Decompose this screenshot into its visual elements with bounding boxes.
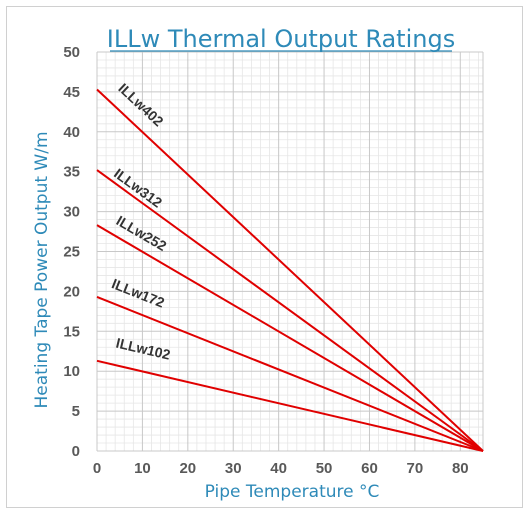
y-tick-labels: 0 5 10 15 20 25 30 35 40 45 50: [63, 44, 80, 460]
series-label: ILLw402: [115, 80, 166, 130]
x-tick-label: 10: [134, 460, 151, 477]
x-tick-label: 0: [93, 460, 101, 477]
y-tick-label: 0: [72, 443, 80, 460]
y-tick-label: 50: [63, 44, 80, 61]
x-tick-label: 60: [361, 460, 378, 477]
major-grid: [96, 51, 484, 452]
series-line: [96, 224, 484, 452]
y-tick-label: 10: [63, 363, 80, 380]
series-lines: [96, 88, 484, 452]
x-tick-label: 70: [407, 460, 424, 477]
series-line: [96, 169, 484, 452]
x-tick-label: 80: [452, 460, 469, 477]
y-axis-label: Heating Tape Power Output W/m: [32, 131, 52, 408]
series-line: [96, 88, 484, 452]
y-tick-label: 30: [63, 204, 80, 221]
y-tick-label: 45: [63, 84, 80, 101]
series-line: [96, 359, 484, 452]
y-tick-label: 5: [72, 403, 80, 420]
y-tick-label: 25: [63, 244, 80, 261]
chart-title: ILLw Thermal Output Ratings: [107, 25, 455, 53]
y-tick-label: 35: [63, 164, 80, 181]
x-tick-label: 50: [316, 460, 333, 477]
y-tick-label: 20: [63, 283, 80, 300]
series-label: ILLw102: [114, 335, 172, 363]
series-label: ILLw252: [114, 212, 170, 254]
x-tick-label: 20: [179, 460, 196, 477]
series-line: [96, 296, 484, 452]
x-tick-labels: 0 10 20 30 40 50 60 70 80: [93, 460, 469, 477]
y-tick-label: 40: [63, 124, 80, 141]
x-axis-label: Pipe Temperature °C: [205, 482, 380, 502]
x-tick-label: 40: [270, 460, 287, 477]
x-tick-label: 30: [225, 460, 242, 477]
y-tick-label: 15: [63, 323, 80, 340]
